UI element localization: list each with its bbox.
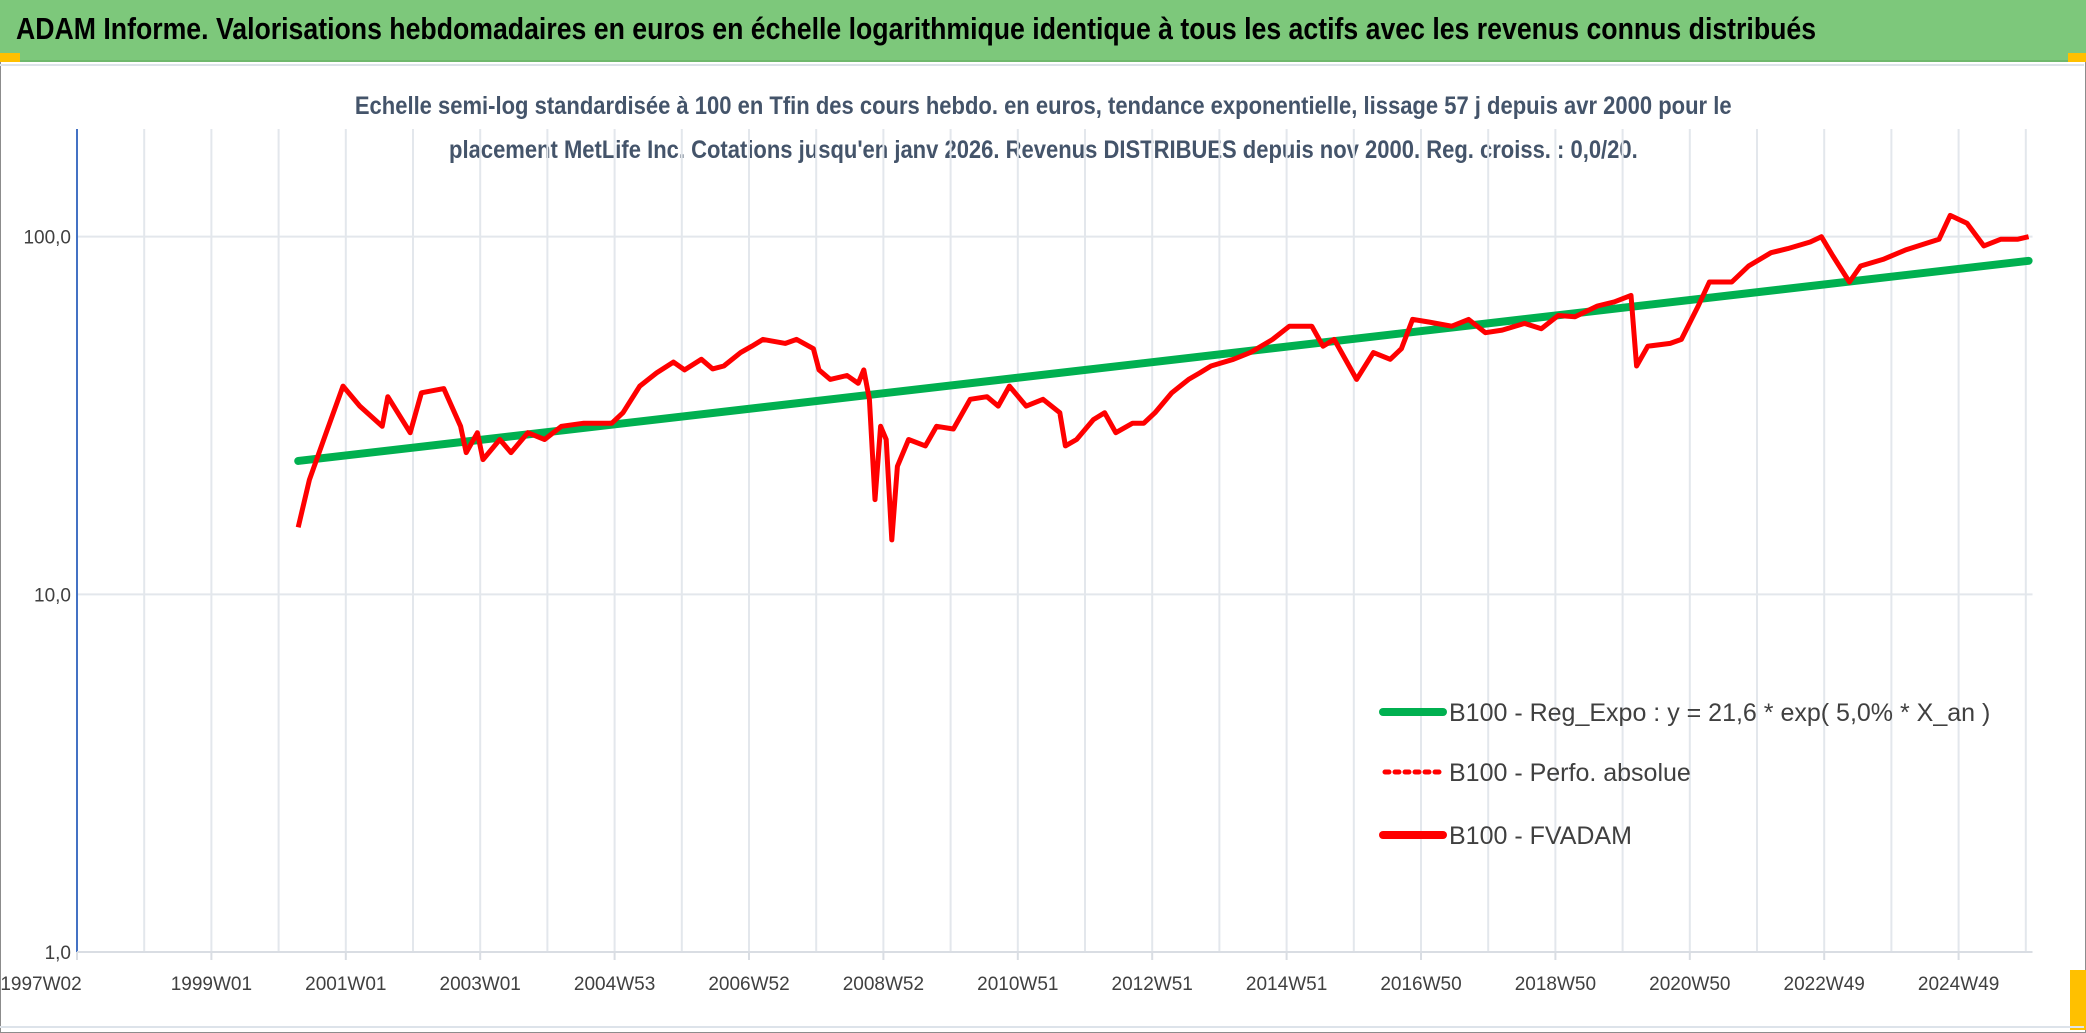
- subtitle-text: Echelle semi-log standardisée à 100 en T…: [354, 92, 1732, 120]
- x-tick-label: 2008W52: [843, 974, 924, 995]
- y-tick-label: 1,0: [45, 943, 71, 964]
- chart-area: [0, 64, 2084, 1028]
- y-tick-label: 100,0: [23, 228, 71, 249]
- x-tick-label: 2004W53: [574, 974, 655, 995]
- chart-subtitle-line-1: Echelle semi-log standardisée à 100 en T…: [0, 92, 2086, 121]
- legend-item: B100 - FVADAM: [1379, 822, 1632, 850]
- x-tick-label: 2020W50: [1649, 974, 1730, 995]
- fvadam-line: [295, 212, 2030, 543]
- corner-marker: [2068, 53, 2086, 62]
- page-title: ADAM Informe. Valorisations hebdomadaire…: [16, 11, 1817, 46]
- x-tick-label: 2001W01: [305, 974, 386, 995]
- legend-label: B100 - Reg_Expo : y = 21,6 * exp( 5,0% *…: [1449, 699, 1990, 727]
- x-tick-label: 2006W52: [708, 974, 789, 995]
- x-tick-label: 2022W49: [1784, 974, 1865, 995]
- legend-item: B100 - Reg_Expo : y = 21,6 * exp( 5,0% *…: [1379, 699, 1990, 727]
- corner-marker: [2070, 970, 2086, 1030]
- x-tick-label: 1997W02: [0, 974, 81, 995]
- x-tick-label: 2003W01: [440, 974, 521, 995]
- subtitle-text: placement MetLife Inc. Cotations jusqu'e…: [448, 136, 1638, 164]
- chart-subtitle-line-2: placement MetLife Inc. Cotations jusqu'e…: [0, 136, 2086, 165]
- legend-label: B100 - FVADAM: [1449, 822, 1632, 850]
- x-tick-label: 2012W51: [1112, 974, 1193, 995]
- x-tick-label: 2014W51: [1246, 974, 1327, 995]
- title-bar: ADAM Informe. Valorisations hebdomadaire…: [0, 0, 2086, 62]
- legend-label: B100 - Perfo. absolue: [1449, 759, 1691, 787]
- x-tick-label: 2010W51: [977, 974, 1058, 995]
- y-tick-label: 10,0: [34, 585, 71, 606]
- x-tick-label: 2024W49: [1918, 974, 1999, 995]
- x-tick-label: 1999W01: [171, 974, 252, 995]
- legend-item: B100 - Perfo. absolue: [1382, 759, 1691, 787]
- x-tick-label: 2016W50: [1380, 974, 1461, 995]
- trend-line: [294, 256, 2033, 465]
- x-tick-label: 2018W50: [1515, 974, 1596, 995]
- corner-marker: [0, 53, 20, 62]
